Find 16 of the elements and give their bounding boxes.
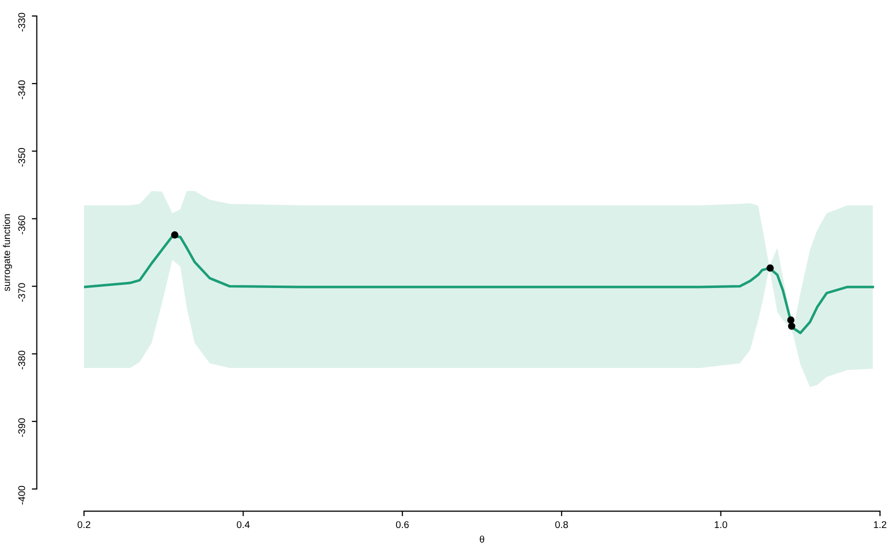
y-tick-label: -380	[18, 350, 26, 370]
y-tick-label: -370	[18, 283, 26, 302]
y-tick-label: -360	[18, 216, 26, 234]
y-axis-title: surrogate function	[2, 214, 12, 292]
y-tick-label: -400	[18, 486, 26, 504]
y-tick-label: -330	[18, 12, 26, 32]
x-tick-label: 1.2	[874, 521, 886, 528]
x-axis-title: θ	[480, 536, 484, 543]
x-tick-label: 0.8	[555, 521, 568, 528]
x-tick-label: 0.4	[236, 521, 250, 528]
x-tick-label: 0.2	[78, 521, 90, 528]
y-tick-label: -340	[18, 80, 26, 100]
x-tick-label: 1.0	[714, 521, 728, 528]
x-tick-label: 0.6	[396, 521, 409, 528]
y-tick-label: -390	[18, 418, 26, 437]
y-tick-label: -350	[18, 148, 26, 167]
